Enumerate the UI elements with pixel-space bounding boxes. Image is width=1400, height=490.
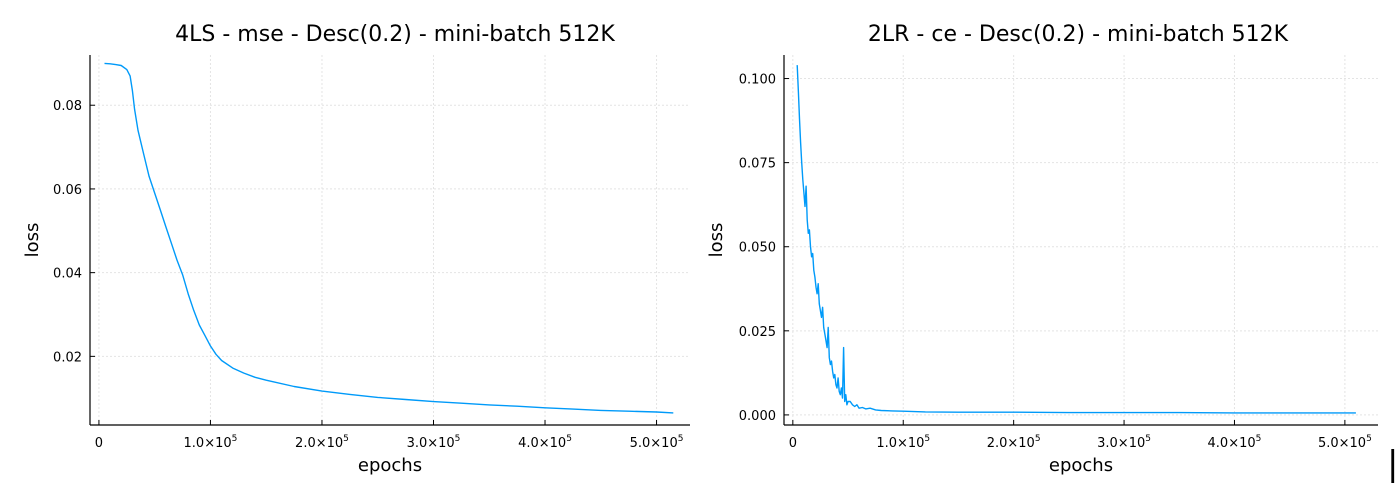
y-axis-label: loss bbox=[706, 223, 727, 258]
x-tick-label-3: 3.0×105 bbox=[407, 434, 461, 451]
x-tick-label-5: 5.0×105 bbox=[630, 434, 684, 451]
x-tick-label-1: 1.0×105 bbox=[184, 434, 238, 451]
x-tick-label-4: 4.0×105 bbox=[1208, 434, 1262, 451]
x-tick-label-2: 2.0×105 bbox=[987, 434, 1041, 451]
y-tick-label-2: 0.06 bbox=[53, 183, 82, 198]
series-line-0 bbox=[796, 65, 1356, 414]
y-tick-label-0: 0.02 bbox=[53, 350, 82, 365]
y-tick-label-1: 0.025 bbox=[739, 325, 776, 340]
y-tick-label-3: 0.075 bbox=[739, 157, 776, 172]
x-tick-label-5: 5.0×105 bbox=[1318, 434, 1372, 451]
x-tick-label-4: 4.0×105 bbox=[518, 434, 572, 451]
y-tick-label-1: 0.04 bbox=[53, 267, 82, 282]
y-axis-label: loss bbox=[22, 223, 43, 258]
x-tick-label-0: 0 bbox=[789, 436, 797, 451]
y-tick-label-2: 0.050 bbox=[739, 241, 776, 256]
chart-title: 4LS - mse - Desc(0.2) - mini-batch 512K bbox=[175, 22, 615, 47]
y-tick-label-4: 0.100 bbox=[739, 73, 776, 88]
x-tick-label-0: 0 bbox=[95, 436, 103, 451]
edge-mark: | bbox=[1387, 444, 1398, 484]
x-axis-label: epochs bbox=[1049, 455, 1113, 476]
x-tick-label-1: 1.0×105 bbox=[876, 434, 930, 451]
chart-left: 0 1.0×105 2.0×105 3.0×105 4.0×105 5.0×105 0.02… bbox=[22, 22, 690, 476]
y-tick-label-3: 0.08 bbox=[53, 99, 82, 114]
x-axis-label: epochs bbox=[358, 455, 422, 476]
x-tick-label-2: 2.0×105 bbox=[295, 434, 349, 451]
chart-title: 2LR - ce - Desc(0.2) - mini-batch 512K bbox=[868, 22, 1289, 47]
series-line-0 bbox=[104, 62, 674, 414]
chart-right: 0 1.0×105 2.0×105 3.0×105 4.0×105 5.0×105 0.00… bbox=[706, 22, 1378, 476]
x-tick-label-3: 3.0×105 bbox=[1097, 434, 1151, 451]
y-tick-label-0: 0.000 bbox=[739, 409, 776, 424]
